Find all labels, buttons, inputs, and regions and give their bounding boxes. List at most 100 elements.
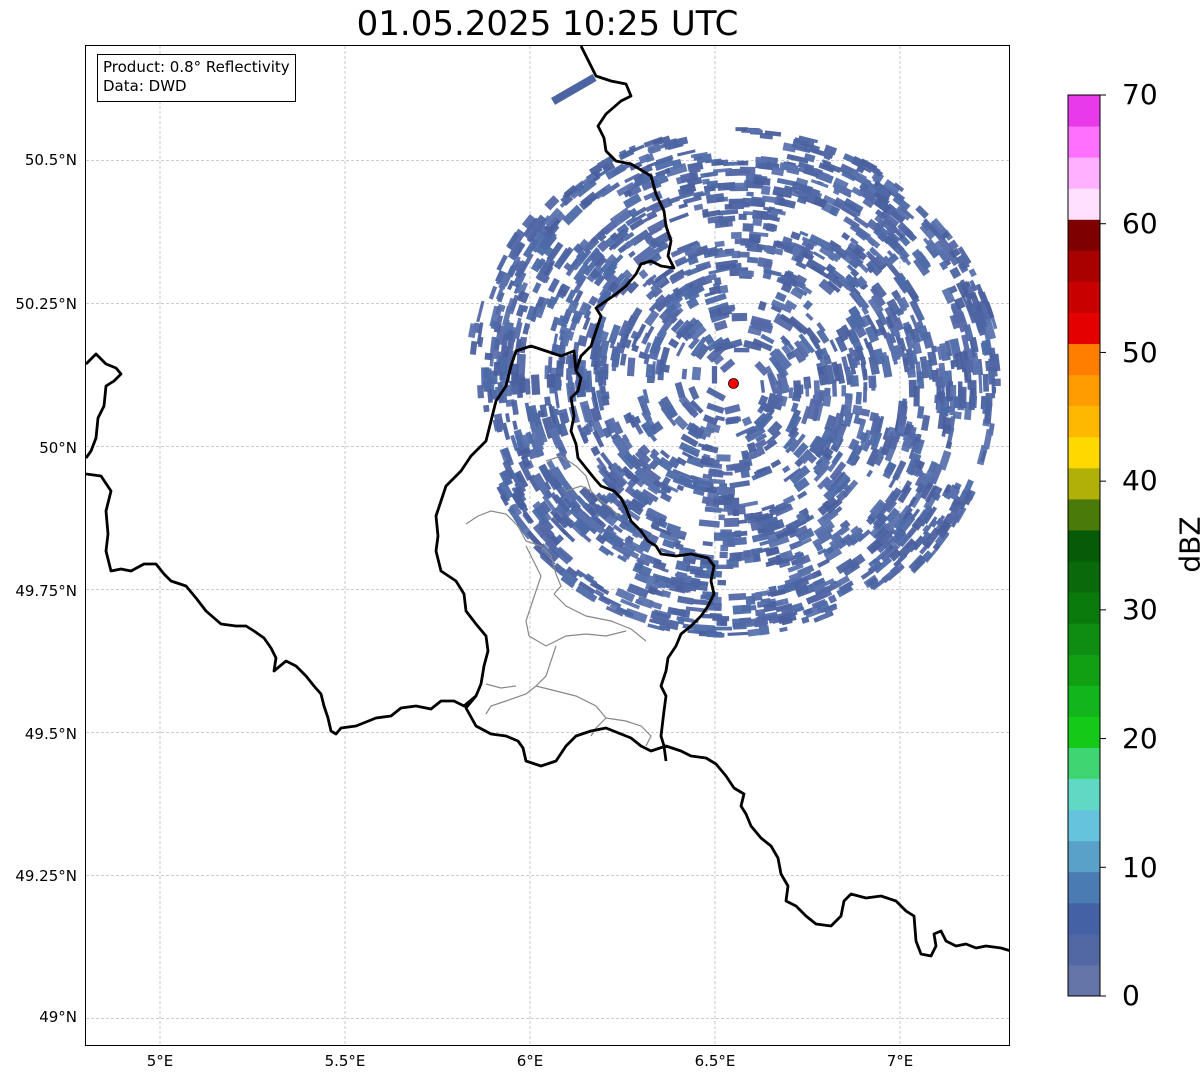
radar-echo [751, 468, 773, 481]
radar-echo [889, 345, 901, 362]
radar-echo [755, 156, 768, 164]
radar-echo [628, 250, 636, 258]
radar-echo [915, 482, 925, 494]
radar-echo [503, 319, 510, 332]
radar-echo [667, 606, 687, 617]
radar-echo [620, 598, 641, 610]
radar-echo [537, 423, 546, 438]
radar-echo [701, 444, 719, 454]
radar-echo [612, 436, 630, 457]
radar-echo [520, 434, 531, 448]
radar-echo [518, 379, 525, 394]
radar-echo [798, 450, 813, 465]
radar-echo [537, 409, 545, 418]
radar-echo [831, 243, 849, 259]
radar-echo [866, 469, 873, 478]
radar-echo [871, 282, 887, 300]
radar-echo [691, 366, 702, 381]
radar-echo [548, 427, 564, 449]
radar-echo [841, 385, 847, 397]
radar-echo [811, 338, 824, 356]
radar-site-dot[interactable] [728, 378, 739, 389]
radar-echo [869, 246, 888, 265]
radar-echo [558, 567, 579, 585]
radar-echo [791, 245, 802, 257]
radar-echo [688, 385, 700, 401]
radar-echo [925, 485, 938, 503]
radar-echo [681, 400, 699, 419]
radar-echo [717, 181, 736, 191]
radar-echo [941, 287, 956, 305]
radar-echo [675, 342, 686, 357]
radar-echo [783, 185, 798, 193]
radar-echo [970, 380, 977, 396]
radar-echo [835, 327, 849, 343]
radar-echo [834, 335, 848, 353]
radar-echo [578, 301, 591, 316]
radar-echo [597, 289, 612, 307]
radar-echo [823, 545, 843, 562]
radar-echo [779, 626, 788, 633]
radar-echo [551, 333, 559, 354]
radar-echo [750, 319, 774, 334]
radar-echo [868, 375, 877, 389]
radar-echo [706, 386, 726, 402]
radar-echo [975, 317, 988, 337]
radar-echo [717, 579, 727, 586]
radar-echo [848, 438, 860, 452]
radar-echo [607, 480, 617, 491]
radar-echo [953, 297, 966, 310]
colorbar-band [1068, 561, 1100, 593]
radar-echo [609, 232, 619, 241]
radar-echo [801, 616, 810, 624]
radar-echo [674, 381, 686, 399]
map-plot-area[interactable] [85, 45, 1010, 1046]
radar-echo [678, 202, 689, 210]
radar-echo [552, 512, 563, 524]
radar-echo [732, 618, 747, 628]
radar-echo [610, 462, 627, 480]
radar-echo [690, 336, 707, 358]
radar-site-marker[interactable] [728, 378, 739, 389]
radar-echo [984, 402, 993, 424]
radar-echo [670, 244, 692, 258]
radar-echo [950, 384, 957, 397]
radar-echo [873, 556, 893, 574]
radar-echo [737, 160, 749, 166]
radar-echo [755, 433, 767, 443]
radar-echo [522, 305, 529, 313]
radar-echo [495, 305, 501, 315]
radar-echo [716, 620, 728, 627]
radar-echo [543, 207, 563, 228]
radar-echo [814, 457, 831, 475]
radar-echo [535, 296, 546, 308]
radar-echo [809, 435, 825, 452]
radar-echo [523, 218, 543, 240]
radar-echo [812, 196, 828, 209]
radar-echo [580, 191, 599, 208]
radar-echo [624, 324, 633, 335]
radar-echo [770, 303, 783, 314]
radar-echo [746, 128, 762, 134]
radar-echo [781, 236, 793, 247]
radar-echo [754, 438, 768, 450]
radar-echo [880, 543, 900, 563]
radar-echo [743, 512, 754, 521]
radar-echo [622, 269, 633, 281]
radar-echo [934, 494, 941, 502]
radar-echo [590, 418, 606, 440]
radar-echo [984, 301, 995, 319]
radar-echo [681, 368, 688, 380]
radar-echo [764, 546, 780, 557]
radar-echo [755, 590, 770, 598]
radar-echo [642, 274, 657, 288]
radar-echo [647, 587, 665, 598]
radar-echo [853, 412, 860, 424]
radar-echo [723, 494, 735, 500]
colorbar-band [1068, 902, 1100, 935]
radar-echo [726, 416, 742, 424]
radar-echo [766, 529, 785, 543]
radar-echo [703, 333, 715, 346]
radar-echo [546, 241, 564, 263]
radar-echo [584, 573, 595, 583]
